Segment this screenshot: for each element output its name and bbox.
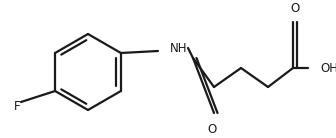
- Text: NH: NH: [170, 42, 187, 55]
- Text: O: O: [290, 2, 300, 15]
- Text: F: F: [14, 100, 20, 113]
- Text: O: O: [207, 123, 217, 136]
- Text: OH: OH: [320, 62, 336, 75]
